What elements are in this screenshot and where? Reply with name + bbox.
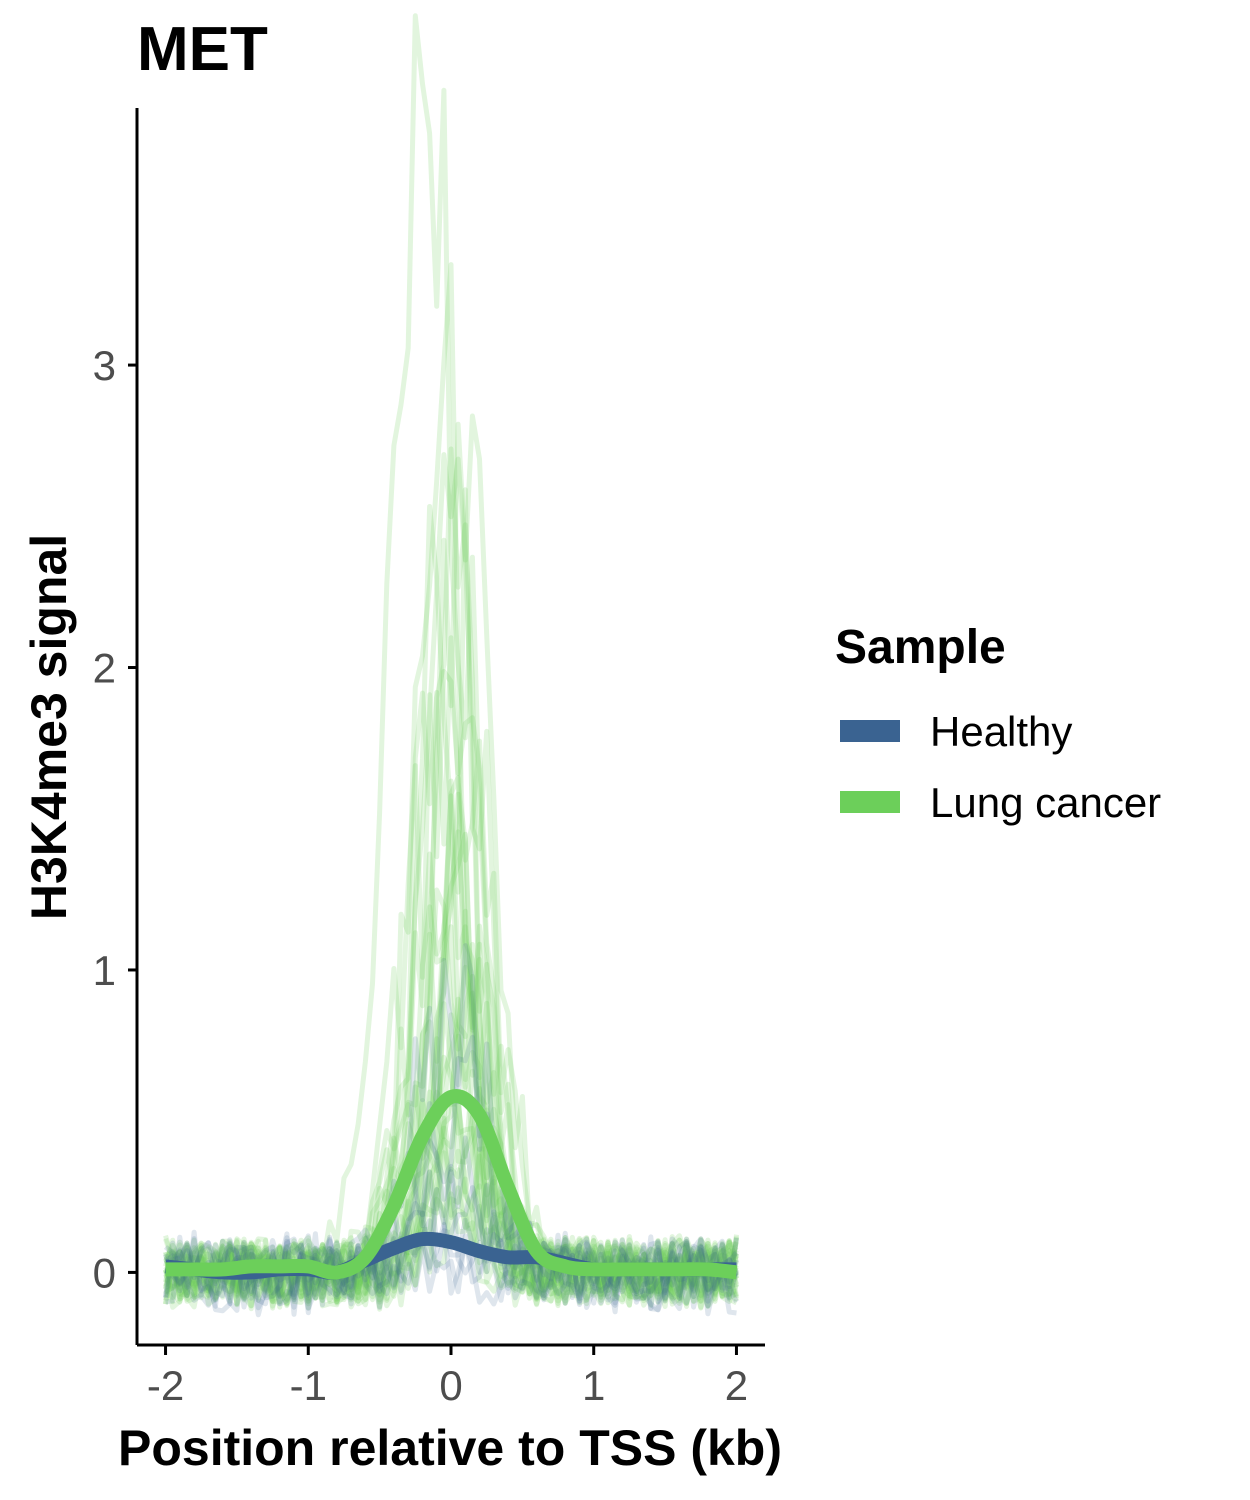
y-tick-label: 0 (93, 1249, 116, 1296)
sample-trace-lung-cancer (164, 908, 739, 1311)
legend-key-lung-cancer (840, 791, 900, 813)
x-tick-label: 0 (439, 1362, 462, 1409)
x-tick-label: -1 (290, 1362, 327, 1409)
y-tick-label: 3 (93, 342, 116, 389)
y-tick-label: 1 (93, 947, 116, 994)
sample-trace-lung-cancer (163, 262, 739, 1311)
x-tick-label: 1 (582, 1362, 605, 1409)
sample-trace-lung-cancer (163, 887, 739, 1308)
x-tick-label: 2 (725, 1362, 748, 1409)
sample-lines (163, 13, 739, 1318)
y-axis-title: H3K4me3 signal (21, 534, 77, 920)
sample-trace-healthy (163, 1218, 737, 1318)
x-axis-title: Position relative to TSS (kb) (118, 1420, 782, 1476)
mean-line-lung-cancer (165, 1089, 738, 1280)
x-ticks: -2 -1 0 1 2 (147, 1345, 748, 1409)
legend-label-lung-cancer: Lung cancer (930, 779, 1161, 826)
sample-trace-healthy (164, 1187, 739, 1310)
legend-label-healthy: Healthy (930, 708, 1072, 755)
sample-trace-healthy (163, 1164, 739, 1310)
mean-lines (164, 1089, 738, 1280)
chart-title: MET (137, 15, 268, 84)
legend-key-healthy (840, 720, 900, 742)
sample-trace-healthy (165, 1222, 739, 1317)
y-tick-label: 2 (93, 645, 116, 692)
y-ticks: 0 1 2 3 (93, 342, 137, 1296)
sample-trace-healthy (163, 1034, 739, 1317)
legend: Sample Healthy Lung cancer (835, 621, 1161, 826)
sample-trace-lung-cancer (164, 1086, 739, 1307)
sample-trace-lung-cancer (163, 829, 739, 1308)
sample-trace-lung-cancer (163, 421, 738, 1309)
legend-title: Sample (835, 621, 1006, 674)
x-tick-label: -2 (147, 1362, 184, 1409)
